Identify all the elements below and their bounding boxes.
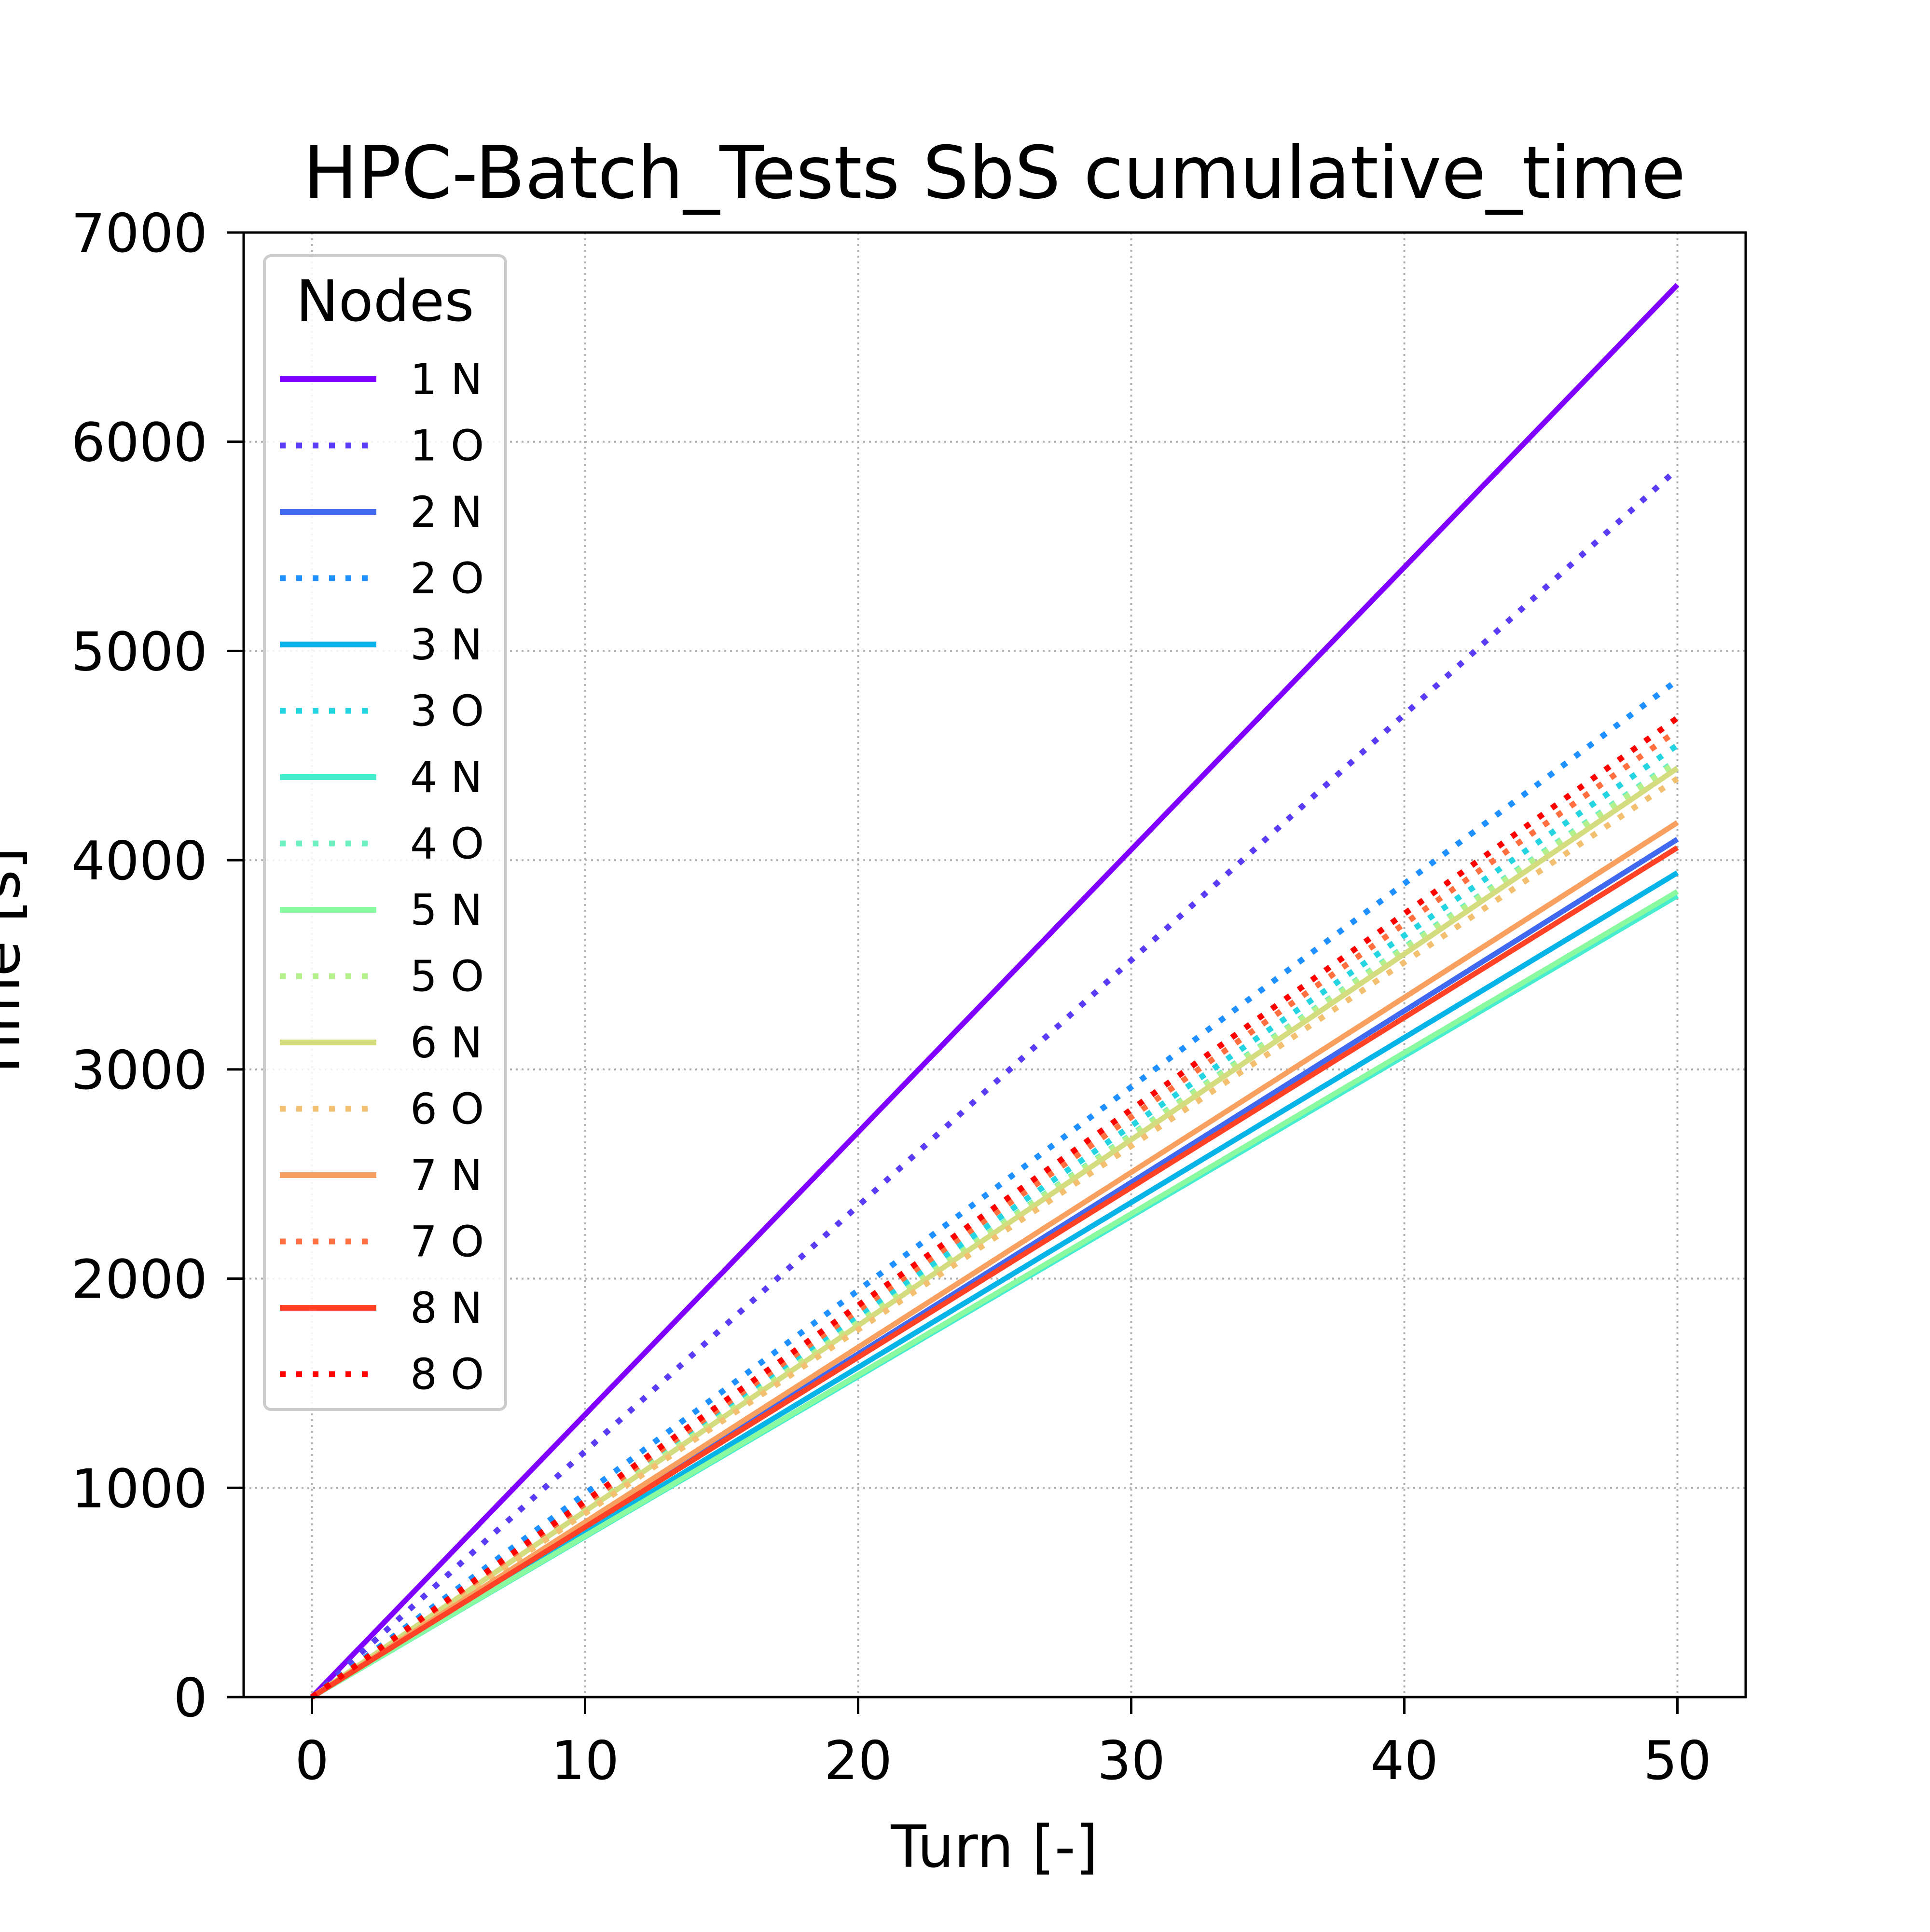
y-tick-label: 4000 <box>71 830 208 892</box>
y-tick-label: 7000 <box>71 203 208 265</box>
plot-frame <box>242 231 1747 1699</box>
legend-label: 8 N <box>410 1283 482 1333</box>
x-tick-label: 20 <box>824 1730 892 1792</box>
series-line-10 <box>310 759 1679 1699</box>
y-tick-label: 1000 <box>71 1458 208 1520</box>
series-line-11 <box>310 766 1679 1699</box>
series-lines <box>310 283 1680 1699</box>
legend-label: 4 N <box>410 753 482 802</box>
series-line-16 <box>310 715 1679 1699</box>
chart-title: HPC-Batch_Tests SbS cumulative_time <box>303 131 1685 215</box>
y-tick-label: 6000 <box>71 412 208 474</box>
legend-title: Nodes <box>296 268 474 334</box>
legend-label: 5 N <box>410 885 482 935</box>
series-line-2 <box>310 466 1680 1699</box>
x-axis-label: Turn [-] <box>890 1814 1098 1881</box>
x-tick-label: 10 <box>551 1730 619 1792</box>
series-line-15 <box>310 845 1679 1699</box>
series-line-1 <box>310 283 1680 1699</box>
legend-label: 2 O <box>410 554 484 603</box>
x-tick-label: 50 <box>1643 1730 1711 1792</box>
y-tick-label: 5000 <box>71 621 208 683</box>
legend-label: 8 O <box>410 1350 484 1399</box>
series-line-9 <box>310 889 1679 1699</box>
legend-label: 7 N <box>410 1151 482 1200</box>
legend-label: 2 N <box>410 487 482 537</box>
series-line-12 <box>310 776 1679 1699</box>
x-tick-label: 30 <box>1097 1730 1165 1792</box>
legend-label: 1 O <box>410 421 484 471</box>
x-tick-label: 40 <box>1370 1730 1438 1792</box>
y-tick-label: 0 <box>173 1667 207 1729</box>
series-line-5 <box>310 870 1679 1699</box>
legend-box <box>263 254 507 1411</box>
series-line-13 <box>310 820 1679 1699</box>
legend-label: 6 N <box>410 1018 482 1068</box>
series-line-4 <box>310 678 1680 1699</box>
legend-label: 7 O <box>410 1217 484 1267</box>
y-tick-label: 2000 <box>71 1249 208 1311</box>
legend-label: 6 O <box>410 1084 484 1134</box>
legend-label: 3 O <box>410 686 484 736</box>
legend-label: 5 O <box>410 952 484 1001</box>
axis-ticks: 0 10 20 30 40 50 0 1000 2000 3000 4000 5000 6000 7000 <box>71 203 1712 1792</box>
x-tick-label: 0 <box>295 1730 329 1792</box>
y-axis-label: Time [s] <box>0 847 33 1083</box>
legend: Nodes 1 N 1 O 2 N 2 O 3 N 3 O 4 N 4 O 5 N 5 O 6 N 6… <box>263 254 507 1411</box>
legend-label: 1 N <box>410 355 482 404</box>
legend-label: 4 O <box>410 819 484 869</box>
y-tick-label: 3000 <box>71 1040 208 1102</box>
legend-label: 3 N <box>410 620 482 670</box>
